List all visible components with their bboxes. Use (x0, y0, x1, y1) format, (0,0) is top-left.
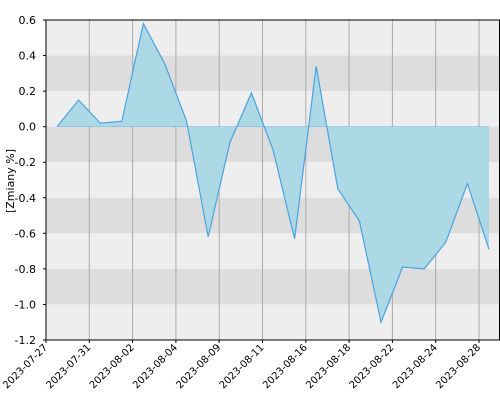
y-axis-label: [Zmiany %] (4, 149, 17, 213)
y-tick-label: 0.0 (19, 121, 37, 134)
x-tick-label: 2023-08-22 (348, 342, 397, 391)
series-line (56, 21, 490, 325)
band (46, 55, 500, 92)
x-tick-label: 2023-08-28 (434, 342, 483, 391)
area-fill (57, 23, 489, 323)
y-tick-label: 0.6 (19, 14, 37, 27)
x-tick-label: 2023-08-11 (218, 342, 267, 391)
y-tick-label: 0.2 (19, 85, 37, 98)
x-tick-label: 2023-08-02 (88, 342, 137, 391)
x-tick-label: 2023-08-16 (261, 342, 310, 391)
y-tick-label: -1.0 (15, 298, 36, 311)
band (46, 304, 500, 340)
y-tick-label: -1.2 (15, 334, 36, 347)
x-tick-label: 2023-07-27 (1, 342, 50, 391)
band (46, 20, 500, 56)
y-tick-label: -0.2 (15, 156, 36, 169)
y-tick-label: -0.4 (15, 192, 36, 205)
x-tick-label: 2023-07-31 (45, 342, 94, 391)
band (46, 91, 500, 127)
x-tick-label: 2023-08-18 (304, 342, 353, 391)
band (46, 268, 500, 305)
y-tick-label: 0.4 (19, 50, 37, 63)
x-tick-label: 2023-08-04 (131, 342, 180, 391)
y-tick-label: -0.6 (15, 227, 36, 240)
y-tick-label: -0.8 (15, 263, 36, 276)
x-tick-label: 2023-08-24 (391, 342, 440, 391)
series-area (56, 21, 490, 325)
x-tick-label: 2023-08-09 (174, 342, 223, 391)
y-axis-ticks: 0.6 0.4 0.2 0.0 -0.2 -0.4 -0.6 -0.8 -1.0 -1.2 (15, 14, 46, 347)
x-axis-ticks: 2023-07-272023-07-312023-08-022023-08-04… (1, 340, 483, 391)
